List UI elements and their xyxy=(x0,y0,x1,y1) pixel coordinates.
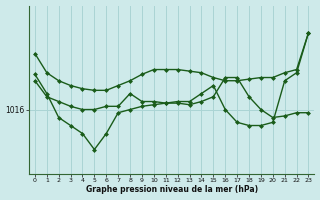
X-axis label: Graphe pression niveau de la mer (hPa): Graphe pression niveau de la mer (hPa) xyxy=(86,185,258,194)
